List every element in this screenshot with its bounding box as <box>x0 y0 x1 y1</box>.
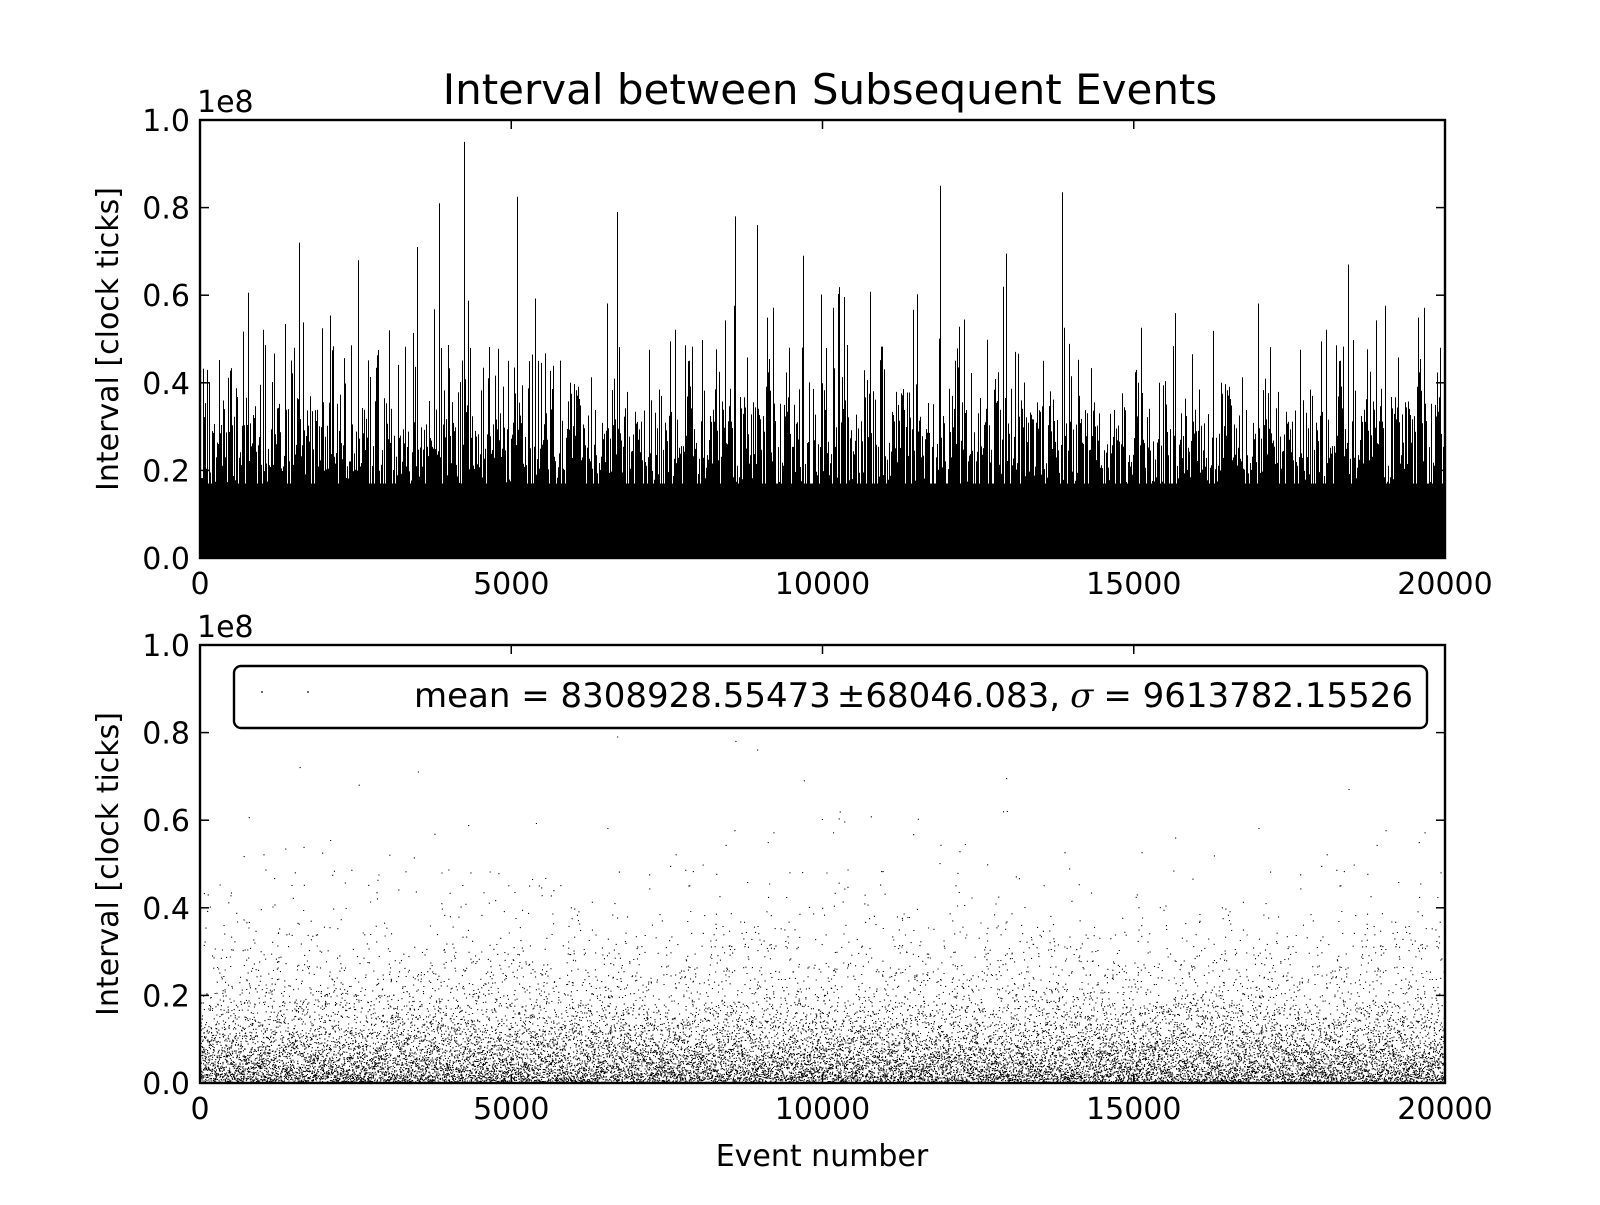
x-tick-label: 0 <box>190 567 209 602</box>
bottom-y-offset-label: 1e8 <box>197 610 254 645</box>
y-tick-label: 0.8 <box>142 192 190 227</box>
bottom-x-axis-label: Event number <box>716 1139 929 1174</box>
top-axes-frame <box>198 118 1447 560</box>
x-tick-label: 5000 <box>473 567 549 602</box>
bottom-panel: 0 5000 10000 15000 20000 0.0 0.2 0.4 0.6 0.8 1.0 1… <box>91 610 1493 1174</box>
bottom-axes-frame <box>198 643 1447 1085</box>
legend-sigma-text: = 9613782.15526 <box>1103 676 1413 716</box>
bottom-y-axis-label: Interval [clock ticks] <box>91 712 126 1016</box>
y-tick-label: 0.2 <box>142 454 190 489</box>
x-tick-label: 20000 <box>1397 567 1492 602</box>
x-tick-label: 0 <box>190 1092 209 1127</box>
top-y-axis-label: Interval [clock ticks] <box>91 187 126 491</box>
x-tick-label: 10000 <box>775 567 870 602</box>
x-tick-label: 20000 <box>1397 1092 1492 1127</box>
y-tick-label: 0.4 <box>142 367 190 402</box>
x-tick-label: 15000 <box>1086 567 1181 602</box>
y-tick-label: 0.0 <box>142 542 190 577</box>
legend-box <box>232 664 1429 730</box>
legend-label: mean = 8308928.55473 ±68046.083, σ = 961378… <box>414 676 1413 716</box>
x-tick-label: 5000 <box>473 1092 549 1127</box>
legend-sigma-symbol: σ <box>1070 676 1094 716</box>
y-tick-label: 0.6 <box>142 279 190 314</box>
top-y-offset-label: 1e8 <box>197 85 254 120</box>
top-ticks: 0 5000 10000 15000 20000 0.0 0.2 0.4 0.6 0.8 1.0 <box>142 104 1492 602</box>
interval-bars-base <box>200 483 1445 558</box>
x-tick-label: 15000 <box>1086 1092 1181 1127</box>
legend-marker <box>261 691 263 693</box>
bottom-ticks: 0 5000 10000 15000 20000 0.0 0.2 0.4 0.6 0.8 1.0 <box>142 629 1492 1127</box>
y-tick-label: 0.0 <box>142 1067 190 1102</box>
y-tick-label: 0.2 <box>142 979 190 1014</box>
legend-error-text: 68046.083, <box>865 676 1060 716</box>
y-tick-label: 0.4 <box>142 892 190 927</box>
legend-mean-text: mean = 8308928.55473 <box>414 676 831 716</box>
x-tick-label: 10000 <box>775 1092 870 1127</box>
legend-marker <box>307 691 309 693</box>
chart-title: Interval between Subsequent Events <box>443 65 1218 114</box>
legend: mean = 8308928.55473 ±68046.083, σ = 961378… <box>232 664 1429 730</box>
y-tick-label: 0.6 <box>142 804 190 839</box>
y-tick-label: 1.0 <box>142 629 190 664</box>
top-panel: 0 5000 10000 15000 20000 0.0 0.2 0.4 0.6 0.8 1.0 1… <box>91 85 1493 602</box>
y-tick-label: 1.0 <box>142 104 190 139</box>
y-tick-label: 0.8 <box>142 717 190 752</box>
top-bars <box>200 141 1445 558</box>
legend-pm-symbol: ± <box>837 676 866 716</box>
